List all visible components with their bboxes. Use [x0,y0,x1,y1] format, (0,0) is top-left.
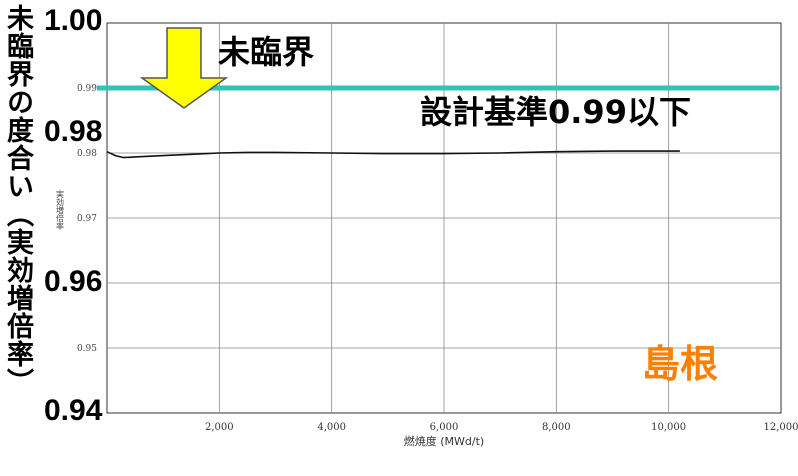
inner-y-axis-title: 実効増倍率 [56,189,65,231]
y-tick-label: 0.98 [44,115,103,148]
x-tick-label: 10,000 [651,422,686,433]
y-tick-label: 0.94 [44,394,103,427]
x-tick-label: 2,000 [205,422,234,433]
y-tick-label: 0.96 [44,265,103,298]
inner-y-tick-label: 0.95 [77,344,97,354]
x-tick-label: 4,000 [317,422,346,433]
x-tick-label: 8,000 [542,422,571,433]
inner-y-tick-label: 0.97 [77,214,97,224]
x-tick-label: 12,000 [764,422,798,433]
reference-line-label: 設計基準0.99以下 [420,93,691,131]
series-line [106,150,680,159]
arrow-label: 未臨界 [218,33,315,71]
inner-y-tick-label: 0.98 [77,149,97,159]
plant-label: 島根 [642,342,719,386]
down-arrow-icon [139,27,229,109]
y-tick-label: 1.00 [44,4,103,37]
inner-y-tick-label: 0.99 [77,84,97,94]
x-axis-title: 燃焼度 (MWd/t) [404,434,484,448]
y-axis-title: 未臨界の度合い（実効増倍率） [2,4,33,396]
x-tick-label: 6,000 [430,422,459,433]
